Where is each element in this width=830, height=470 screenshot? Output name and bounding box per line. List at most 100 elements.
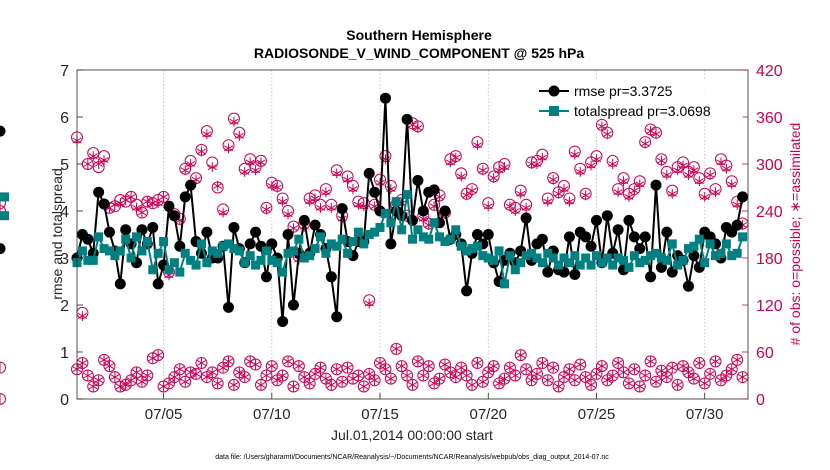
obs-assimilated-marker — [462, 190, 472, 201]
rmse-point — [737, 191, 749, 203]
totalspread-point — [0, 211, 9, 221]
asterisk-stroke — [272, 184, 282, 191]
totalspread-point — [673, 260, 683, 270]
obs-assimilated-marker — [288, 381, 299, 392]
asterisk-stroke — [483, 369, 493, 376]
asterisk-stroke — [564, 198, 575, 205]
asterisk-stroke — [597, 363, 607, 370]
totalspread-point — [581, 253, 591, 263]
obs-assimilated-marker — [142, 370, 152, 381]
asterisk-stroke — [581, 374, 591, 380]
totalspread-point — [191, 260, 201, 270]
totalspread-point — [142, 237, 152, 247]
obs-assimilated-marker — [110, 199, 120, 210]
obs-assimilated-marker — [126, 375, 136, 386]
asterisk-stroke — [575, 361, 585, 368]
obs-assimilated-marker — [716, 157, 726, 168]
obs-assimilated-marker — [434, 191, 445, 202]
asterisk-stroke — [586, 381, 596, 388]
x-tick-label: 07/20 — [469, 406, 507, 423]
obs-assimilated-marker — [180, 165, 190, 176]
asterisk-stroke — [581, 192, 591, 199]
totalspread-point — [305, 251, 315, 261]
asterisk-stroke — [240, 374, 250, 380]
obs-assimilated-marker — [370, 375, 380, 386]
rmse-point — [223, 301, 235, 313]
asterisk-stroke — [721, 165, 731, 172]
obs-possible-marker — [314, 361, 327, 374]
obs-assimilated-marker — [445, 157, 455, 168]
rmse-point — [0, 243, 6, 255]
obs-assimilated-marker — [337, 376, 347, 387]
totalspread-point — [700, 258, 710, 268]
obs-possible-marker — [568, 374, 581, 387]
obs-possible-marker — [633, 380, 646, 393]
asterisk-stroke — [694, 178, 704, 185]
obs-assimilated-marker — [586, 379, 596, 390]
totalspread-point — [213, 248, 223, 258]
rmse-point — [580, 231, 592, 243]
totalspread-point — [521, 251, 531, 261]
asterisk-stroke — [375, 360, 385, 366]
obs-assimilated-marker — [451, 372, 461, 383]
obs-possible-marker — [260, 369, 273, 382]
obs-assimilated-marker — [456, 362, 466, 373]
obs-assimilated-marker — [126, 191, 136, 202]
obs-assimilated-marker — [570, 375, 580, 386]
obs-possible-marker — [639, 369, 652, 382]
y-right-tick-label: 60 — [756, 345, 774, 362]
obs-assimilated-marker — [213, 378, 223, 389]
obs-assimilated-marker — [240, 372, 250, 383]
obs-assimilated-marker — [526, 375, 537, 386]
totalspread-point — [402, 190, 412, 200]
obs-assimilated-marker — [597, 121, 607, 132]
asterisk-stroke — [234, 369, 244, 376]
rmse-point — [325, 271, 337, 283]
totalspread-point — [137, 246, 147, 256]
plot-area-frame — [76, 69, 749, 400]
obs-assimilated-marker — [159, 191, 169, 202]
totalspread-point — [705, 239, 715, 249]
obs-assimilated-marker — [294, 361, 304, 372]
obs-assimilated-marker — [88, 381, 98, 392]
totalspread-point — [727, 251, 737, 261]
obs-possible-marker — [698, 377, 711, 390]
obs-assimilated-marker — [153, 198, 163, 209]
totalspread-point — [397, 225, 407, 235]
x-tick-label: 07/30 — [686, 406, 724, 423]
asterisk-stroke — [602, 131, 612, 138]
asterisk-stroke — [99, 157, 109, 164]
obs-assimilated-marker — [218, 207, 228, 218]
asterisk-stroke — [667, 364, 677, 371]
obs-assimilated-marker — [727, 179, 737, 190]
asterisk-stroke — [169, 374, 179, 380]
totalspread-point — [564, 258, 574, 268]
obs-assimilated-marker — [456, 171, 466, 182]
obs-possible-marker — [222, 355, 235, 368]
y-left-tick-label: 6 — [60, 110, 69, 127]
asterisk-stroke — [646, 128, 656, 135]
totalspread-point — [299, 253, 309, 263]
asterisk-stroke — [142, 198, 152, 205]
obs-assimilated-marker — [662, 372, 672, 383]
asterisk-stroke — [629, 366, 639, 373]
obs-possible-marker — [390, 342, 403, 355]
obs-assimilated-marker — [110, 372, 120, 383]
totalspread-point — [608, 260, 618, 270]
rmse-line — [76, 98, 744, 322]
totalspread-point — [332, 241, 342, 251]
obs-assimilated-marker — [521, 202, 531, 213]
asterisk-stroke — [591, 371, 602, 377]
y-left-tick-label: 1 — [60, 345, 69, 362]
totalspread-point — [391, 197, 401, 207]
asterisk-stroke — [283, 211, 293, 218]
rmse-point — [482, 229, 494, 240]
asterisk-stroke — [418, 215, 428, 222]
obs-assimilated-marker — [229, 116, 239, 127]
totalspread-point — [678, 255, 688, 265]
obs-assimilated-marker — [137, 207, 147, 218]
obs-assimilated-marker — [462, 370, 472, 381]
totalspread-point — [554, 260, 564, 270]
asterisk-stroke — [543, 377, 553, 384]
